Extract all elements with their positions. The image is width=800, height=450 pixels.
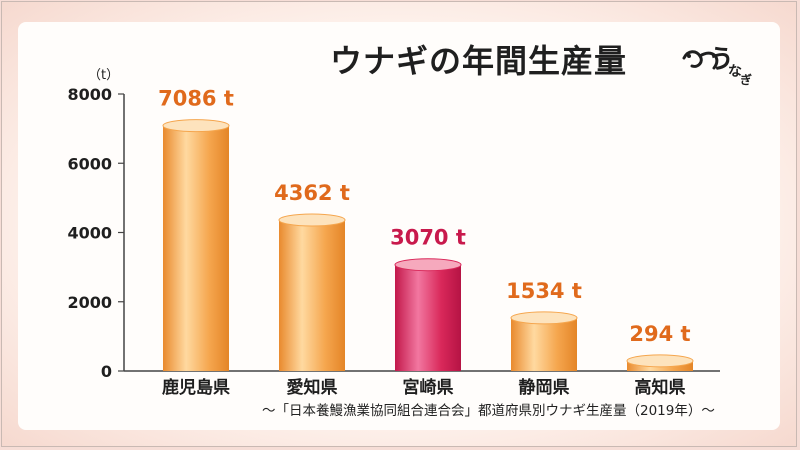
value-label: 1534 t [506,279,582,303]
value-label: 3070 t [390,226,466,250]
y-tick-label: 6000 [67,154,112,173]
bar-4 [510,311,578,371]
chart-title: ウナギの年間生産量 [330,42,628,80]
value-label: 4362 t [274,181,350,205]
bar-body [279,219,345,371]
bar-body [511,317,577,371]
bar-body [163,125,229,371]
bar-3 [394,258,462,371]
bar-top [162,119,230,133]
eel-icon [682,50,719,70]
category-label: 愛知県 [287,377,338,398]
bar-top [278,213,346,227]
bar-top [626,354,694,368]
bar-5 [626,354,694,371]
bar-1 [162,119,230,371]
svg-text:な: な [728,64,742,80]
y-tick-label: 0 [101,362,112,381]
category-label: 鹿児島県 [162,377,230,398]
svg-text:ぎ: ぎ [740,72,752,86]
source-note: 〜「日本養鰻漁業協同組合連合会」都道府県別ウナギ生産量（2019年）〜 [262,403,715,419]
svg-text:う: う [708,45,734,75]
y-tick-label: 2000 [67,293,112,312]
category-label: 宮崎県 [403,377,454,398]
bar-top [510,311,578,325]
y-tick-label: 4000 [67,224,112,243]
bar-top [394,258,462,272]
bar-2 [278,213,346,371]
category-label: 静岡県 [519,377,570,398]
value-label: 7086 t [158,87,234,111]
value-label: 294 t [629,322,690,346]
bar-body [395,264,461,371]
y-tick-label: 8000 [67,85,112,104]
eel-logo: う な ぎ [682,45,752,86]
category-label: 高知県 [635,377,686,398]
y-unit-label: （t） [88,68,119,83]
